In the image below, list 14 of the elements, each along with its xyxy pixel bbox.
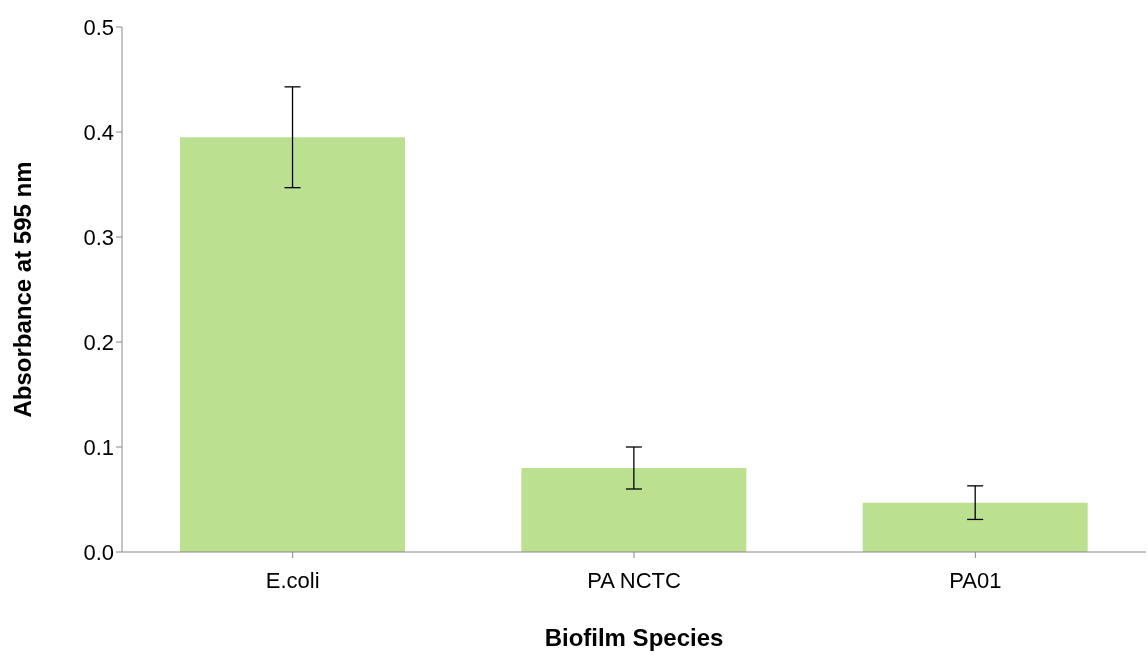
x-tick-label: E.coli <box>265 567 320 593</box>
y-tick-label: 0.0 <box>83 539 114 565</box>
bar <box>180 137 406 552</box>
x-tick-label: PA01 <box>949 567 1002 593</box>
y-tick-label: 0.5 <box>83 14 114 40</box>
bar <box>862 502 1088 552</box>
y-tick-label: 0.3 <box>83 224 114 250</box>
y-tick-label: 0.4 <box>83 119 114 145</box>
bar <box>521 468 747 552</box>
y-axis-title: Absorbance at 595 nm <box>8 161 36 418</box>
x-axis-title: Biofilm Species <box>544 624 724 651</box>
x-tick-label: PA NCTC <box>587 567 681 593</box>
y-tick-label: 0.1 <box>83 434 114 460</box>
y-tick-label: 0.2 <box>83 329 114 355</box>
